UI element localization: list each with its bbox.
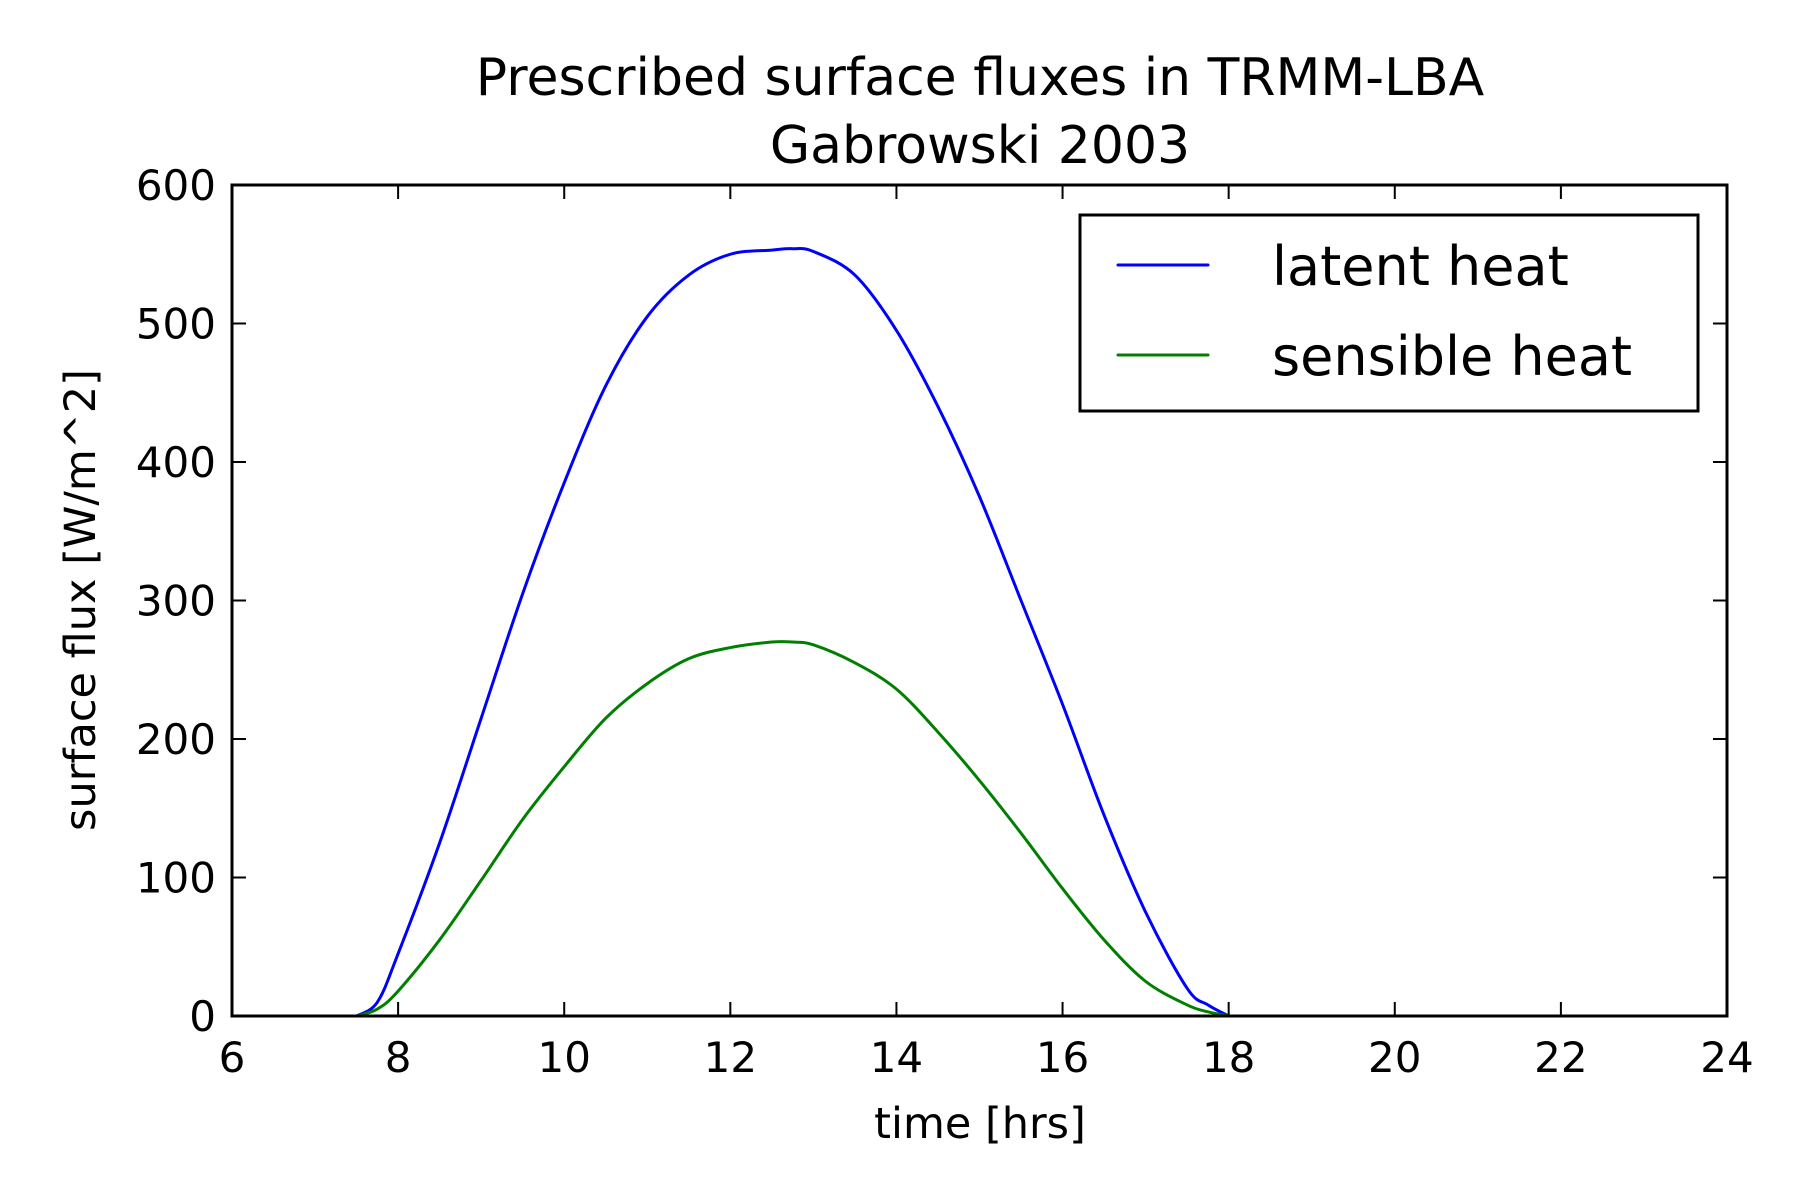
- y-tick-label: 200: [136, 715, 216, 764]
- legend: latent heat sensible heat: [1078, 213, 1700, 413]
- series-line-latent-heat: [355, 247, 1231, 1018]
- legend-label-sensible-heat: sensible heat: [1272, 325, 1632, 388]
- x-tick-label: 6: [219, 1033, 246, 1082]
- x-tick-label: 16: [1036, 1033, 1089, 1082]
- x-tick-label: 8: [385, 1033, 412, 1082]
- y-tick-label: 0: [189, 992, 216, 1041]
- x-tick-label: 10: [537, 1033, 590, 1082]
- x-tick-label: 18: [1202, 1033, 1255, 1082]
- y-tick-label: 400: [136, 438, 216, 487]
- y-tick-label: 300: [136, 577, 216, 626]
- x-tick-label: 22: [1534, 1033, 1587, 1082]
- x-axis-label: time [hrs]: [874, 1099, 1086, 1149]
- x-tick-label: 20: [1368, 1033, 1421, 1082]
- y-axis-label: surface flux [W/m^2]: [56, 369, 106, 831]
- y-tick-label: 100: [136, 854, 216, 903]
- y-tick-label: 500: [136, 300, 216, 349]
- plot-frame: [230, 183, 1729, 1018]
- x-tick-label: 24: [1700, 1033, 1753, 1082]
- legend-box: [1078, 213, 1700, 413]
- chart-title: Prescribed surface fluxes in TRMM-LBA: [476, 48, 1485, 108]
- axis-ticks: 6 8 10 12 14 16 18 20 22 24 0 100 200 300 400 500 600: [136, 161, 1754, 1082]
- series-layer: [355, 247, 1231, 1018]
- legend-label-latent-heat: latent heat: [1272, 235, 1569, 298]
- y-tick-label: 600: [136, 161, 216, 210]
- series-line-sensible-heat: [355, 640, 1231, 1018]
- x-tick-label: 14: [870, 1033, 923, 1082]
- x-tick-label: 12: [704, 1033, 757, 1082]
- chart-subtitle: Gabrowski 2003: [770, 116, 1190, 176]
